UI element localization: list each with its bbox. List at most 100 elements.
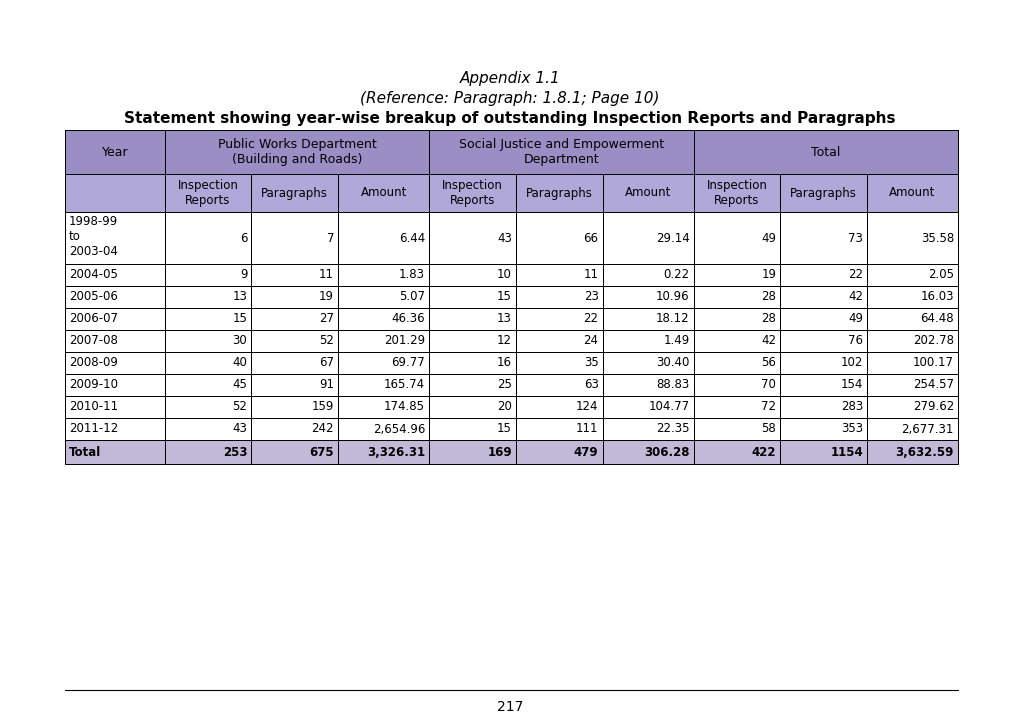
Bar [251, 330, 337, 352]
Text: 16.03: 16.03 [919, 290, 953, 304]
Text: 63: 63 [583, 379, 598, 392]
Text: 15: 15 [496, 290, 512, 304]
Text: 20: 20 [496, 400, 512, 413]
Bar [65, 352, 957, 374]
Text: Year: Year [102, 145, 128, 158]
Bar [429, 440, 516, 464]
Text: 124: 124 [576, 400, 598, 413]
Text: 56: 56 [760, 356, 775, 369]
Bar [164, 308, 251, 330]
Text: 24: 24 [583, 335, 598, 348]
Text: 13: 13 [496, 312, 512, 325]
Text: Total: Total [69, 446, 101, 459]
Bar [516, 286, 602, 308]
Bar [65, 174, 957, 212]
Bar [251, 264, 337, 286]
Bar [65, 264, 957, 286]
Bar [429, 174, 516, 212]
Bar [65, 374, 957, 396]
Bar [693, 212, 780, 264]
Bar [429, 308, 516, 330]
Bar [780, 418, 866, 440]
Bar [429, 212, 516, 264]
Bar [164, 264, 251, 286]
Bar [516, 330, 602, 352]
Bar [693, 374, 780, 396]
Bar [65, 308, 164, 330]
Bar [866, 212, 957, 264]
Text: 35: 35 [583, 356, 598, 369]
Bar [602, 174, 693, 212]
Text: 422: 422 [751, 446, 775, 459]
Text: Inspection
Reports: Inspection Reports [706, 179, 766, 207]
Bar [65, 130, 957, 174]
Text: 10.96: 10.96 [655, 290, 689, 304]
Bar [65, 352, 164, 374]
Text: 353: 353 [840, 423, 862, 436]
Bar [602, 352, 693, 374]
Bar [65, 418, 957, 440]
Bar [251, 352, 337, 374]
Text: 18.12: 18.12 [655, 312, 689, 325]
Bar [602, 396, 693, 418]
Text: 28: 28 [760, 312, 775, 325]
Text: 2004-05: 2004-05 [69, 269, 118, 282]
Text: 165.74: 165.74 [383, 379, 425, 392]
Text: 2010-11: 2010-11 [69, 400, 118, 413]
Bar [429, 330, 516, 352]
Text: 104.77: 104.77 [648, 400, 689, 413]
Text: Inspection
Reports: Inspection Reports [177, 179, 238, 207]
Bar [693, 330, 780, 352]
Bar [164, 130, 429, 174]
Text: Public Works Department
(Building and Roads): Public Works Department (Building and Ro… [217, 138, 376, 166]
Bar [164, 396, 251, 418]
Bar [65, 330, 957, 352]
Bar [429, 374, 516, 396]
Bar [780, 264, 866, 286]
Bar [780, 374, 866, 396]
Bar [337, 308, 429, 330]
Bar [602, 308, 693, 330]
Text: 242: 242 [311, 423, 334, 436]
Text: 29.14: 29.14 [655, 232, 689, 245]
Text: Amount: Amount [625, 186, 671, 199]
Bar [780, 330, 866, 352]
Bar [337, 264, 429, 286]
Text: 6.44: 6.44 [398, 232, 425, 245]
Text: 6: 6 [239, 232, 248, 245]
Bar [780, 352, 866, 374]
Bar [516, 174, 602, 212]
Text: 28: 28 [760, 290, 775, 304]
Text: 2007-08: 2007-08 [69, 335, 118, 348]
Text: 43: 43 [232, 423, 248, 436]
Bar [65, 396, 957, 418]
Bar [693, 174, 780, 212]
Bar [251, 174, 337, 212]
Text: 1.83: 1.83 [398, 269, 425, 282]
Bar [65, 212, 164, 264]
Bar [866, 418, 957, 440]
Text: Appendix 1.1: Appendix 1.1 [460, 71, 559, 86]
Bar [251, 374, 337, 396]
Text: 52: 52 [232, 400, 248, 413]
Bar [516, 352, 602, 374]
Bar [866, 174, 957, 212]
Text: 35.58: 35.58 [920, 232, 953, 245]
Text: 169: 169 [487, 446, 512, 459]
Text: 22: 22 [847, 269, 862, 282]
Text: 25: 25 [496, 379, 512, 392]
Text: 91: 91 [319, 379, 334, 392]
Text: 100.17: 100.17 [912, 356, 953, 369]
Bar [164, 418, 251, 440]
Bar [65, 440, 957, 464]
Text: 43: 43 [496, 232, 512, 245]
Text: (Reference: Paragraph: 1.8.1; Page 10): (Reference: Paragraph: 1.8.1; Page 10) [360, 91, 659, 106]
Bar [693, 130, 957, 174]
Text: 5.07: 5.07 [398, 290, 425, 304]
Bar [65, 418, 164, 440]
Text: Total: Total [810, 145, 840, 158]
Text: 49: 49 [760, 232, 775, 245]
Text: 64.48: 64.48 [919, 312, 953, 325]
Text: 253: 253 [223, 446, 248, 459]
Bar [693, 286, 780, 308]
